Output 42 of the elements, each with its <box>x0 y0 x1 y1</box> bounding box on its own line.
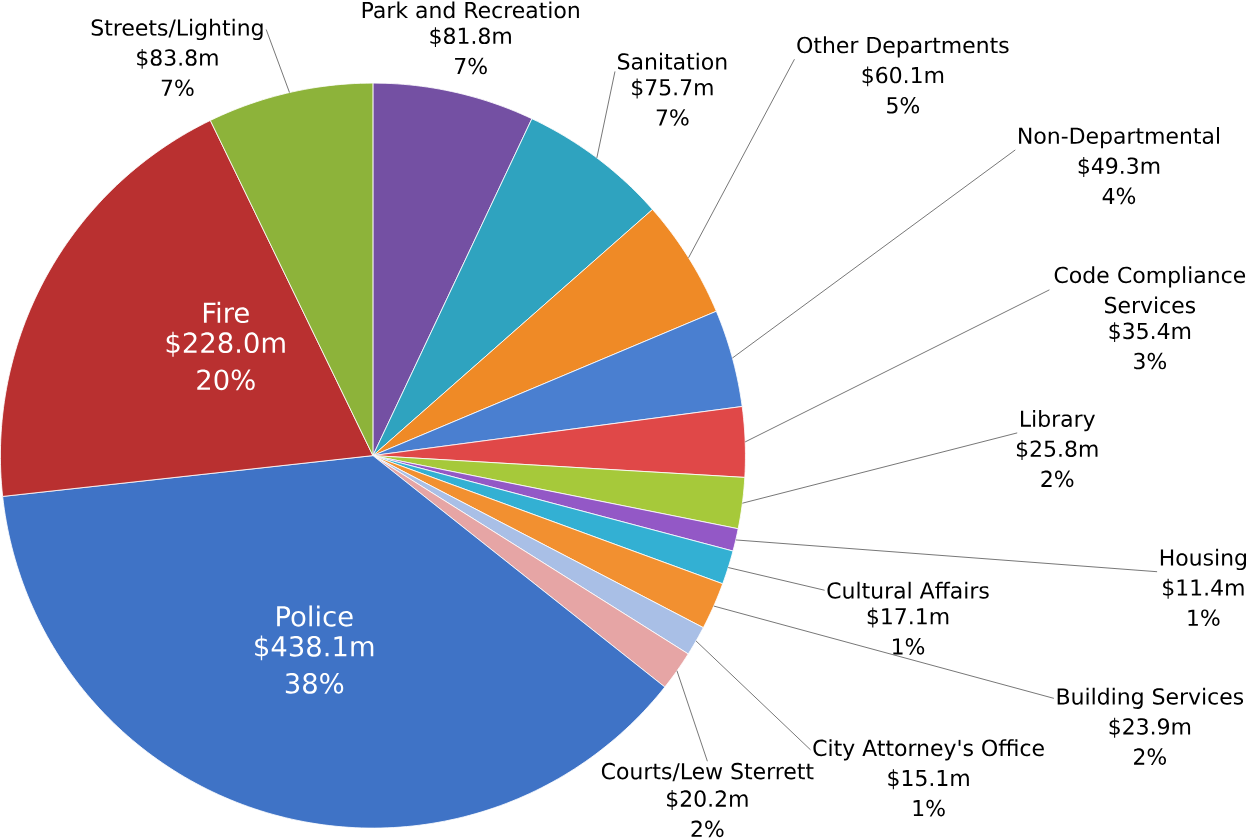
data-label: $81.8m <box>430 27 511 48</box>
slice-label: Code Compliance Services <box>1054 266 1246 314</box>
data-label: $11.4m <box>1163 579 1244 599</box>
slice-label: Courts/Lew Sterrett <box>601 763 814 782</box>
text: 2% <box>1041 470 1074 488</box>
slice-label: Other Departments <box>797 36 1009 58</box>
data-label: $15.1m <box>888 769 969 790</box>
text: 1% <box>893 638 925 655</box>
slice-label: Building Services <box>1057 687 1244 710</box>
text: 7% <box>161 79 194 97</box>
data-label: $35.4m <box>1109 322 1191 343</box>
data-label: $60.1m <box>862 66 944 87</box>
slice-label: Fire <box>203 302 249 324</box>
slice-label: Park and Recreation <box>362 1 579 19</box>
slice-label: Cultural Affairs <box>827 581 989 599</box>
slice-label: Non-Departmental <box>1019 127 1219 149</box>
text: 38% <box>285 673 344 694</box>
slice-label: Streets/Lighting <box>91 19 263 41</box>
data-label: $49.3m <box>1078 157 1160 178</box>
slice-label: City Attorney's Office <box>813 739 1044 761</box>
data-label: $438.1m <box>255 635 374 661</box>
text: 1% <box>913 800 945 817</box>
data-label: $20.2m <box>667 790 748 811</box>
text: 20% <box>197 369 255 391</box>
data-label: $83.8m <box>137 49 218 70</box>
slice-label: Police <box>277 605 353 627</box>
text: 1% <box>1188 609 1220 627</box>
text: 2% <box>691 820 724 838</box>
data-label: $25.8m <box>1016 440 1098 461</box>
data-label: $23.9m <box>1109 718 1191 738</box>
data-label: $228.0m <box>166 332 285 357</box>
text: 3% <box>1134 353 1167 370</box>
text: 2% <box>1134 748 1167 766</box>
text: 4% <box>1102 187 1136 205</box>
slice-label: Library <box>1021 410 1095 432</box>
slice-label: Housing <box>1160 549 1246 571</box>
text: 5% <box>887 97 920 114</box>
text: 7% <box>455 57 487 75</box>
data-label: $17.1m <box>867 607 949 628</box>
text: 7% <box>656 109 689 126</box>
data-label: $75.7m <box>632 78 713 99</box>
slice-label: Sanitation <box>618 53 727 71</box>
